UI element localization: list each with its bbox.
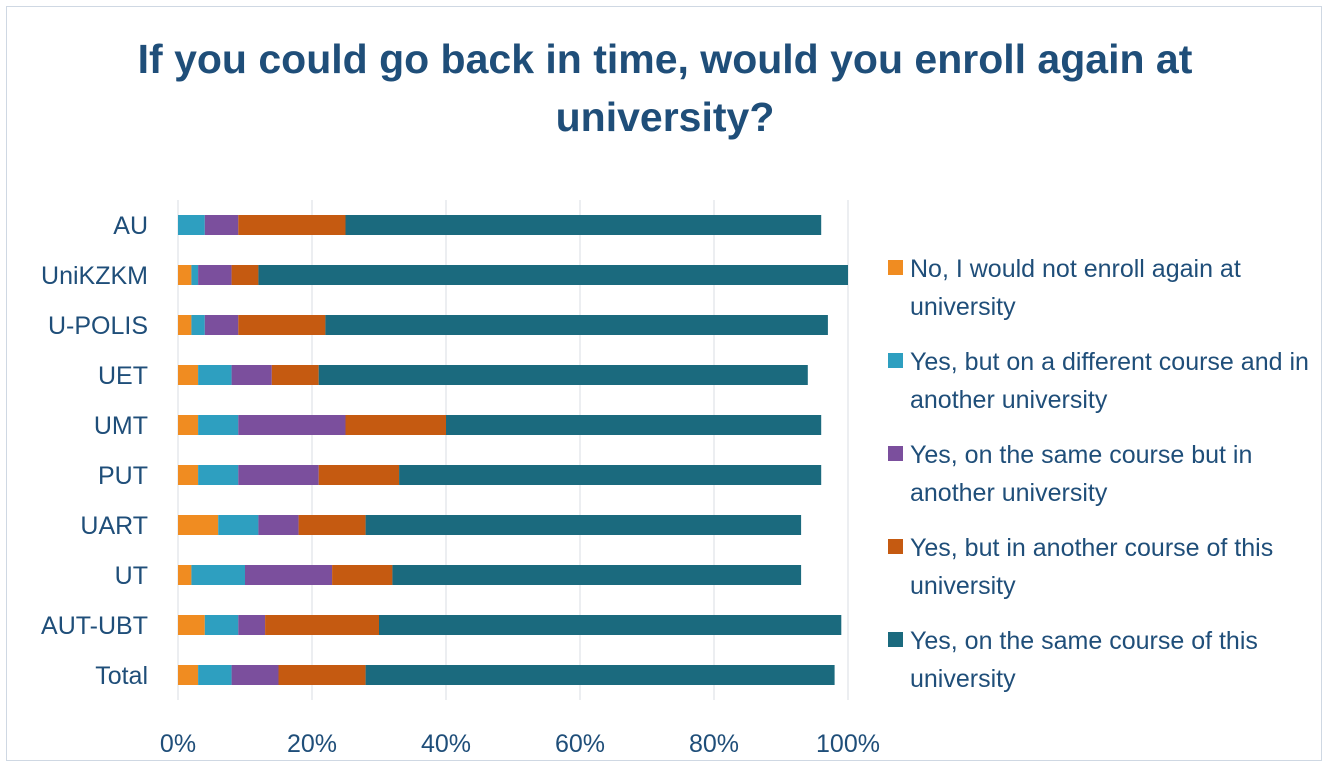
bar-segment <box>204 615 239 635</box>
chart-legend: No, I would not enroll again at universi… <box>888 250 1318 715</box>
bar-segment <box>238 615 266 635</box>
bar-segment <box>345 415 446 435</box>
bar-segment <box>178 565 192 585</box>
bar-segment <box>238 465 319 485</box>
x-tick-label: 100% <box>816 730 880 758</box>
bar-segment <box>258 515 299 535</box>
y-category-label: UET <box>98 362 148 390</box>
legend-swatch <box>888 260 903 275</box>
bar-segment <box>178 615 205 635</box>
bar-segment <box>231 365 272 385</box>
bar-segment <box>238 315 326 335</box>
bar-segment <box>446 415 822 435</box>
bar-segment <box>245 565 333 585</box>
y-category-label: UART <box>80 512 148 540</box>
bar-segment <box>365 665 835 685</box>
y-category-label: Total <box>95 662 148 690</box>
bar-segment <box>198 465 239 485</box>
bar-segment <box>191 565 245 585</box>
bar-segment <box>365 515 802 535</box>
bar-segment <box>271 365 319 385</box>
y-category-label: PUT <box>98 462 148 490</box>
legend-swatch <box>888 632 903 647</box>
bar-segment <box>218 515 259 535</box>
legend-item: Yes, but in another course of this unive… <box>888 529 1318 622</box>
x-tick-label: 0% <box>160 730 196 758</box>
bar-segment <box>204 315 239 335</box>
bar-segment <box>178 315 192 335</box>
bar-segment <box>332 565 393 585</box>
bar-segment <box>191 315 205 335</box>
x-tick-label: 80% <box>689 730 739 758</box>
bar-segment <box>178 515 219 535</box>
x-tick-label: 40% <box>421 730 471 758</box>
bar-segment <box>178 215 205 235</box>
legend-label: Yes, but in another course of this unive… <box>910 534 1274 600</box>
x-tick-label: 60% <box>555 730 605 758</box>
bar-segment <box>265 615 379 635</box>
y-category-label: AUT-UBT <box>41 612 148 640</box>
bar-segment <box>178 665 199 685</box>
bar-segment <box>198 665 232 685</box>
y-category-label: UniKZKM <box>41 262 148 290</box>
legend-swatch <box>888 539 903 554</box>
bar-segment <box>345 215 822 235</box>
legend-item: No, I would not enroll again at universi… <box>888 250 1318 343</box>
bar-segment <box>318 365 808 385</box>
y-category-label: U-POLIS <box>48 312 148 340</box>
bar-segment <box>191 265 199 285</box>
chart-title: If you could go back in time, would you … <box>137 36 1193 140</box>
bar-segment <box>278 665 366 685</box>
bar-segment <box>379 615 842 635</box>
legend-item: Yes, on the same course of this universi… <box>888 622 1318 715</box>
bar-segment <box>198 365 232 385</box>
bar-segment <box>198 265 232 285</box>
bar-segment <box>298 515 366 535</box>
bar-segment <box>238 415 346 435</box>
bar-segment <box>399 465 822 485</box>
bar-segment <box>178 365 199 385</box>
x-tick-label: 20% <box>287 730 337 758</box>
bar-segment <box>231 265 259 285</box>
legend-swatch <box>888 446 903 461</box>
bar-segment <box>392 565 802 585</box>
bar-segment <box>231 665 279 685</box>
y-category-label: UMT <box>94 412 148 440</box>
legend-item: Yes, on the same course but in another u… <box>888 436 1318 529</box>
y-category-label: UT <box>115 562 148 590</box>
bar-segment <box>198 415 239 435</box>
bar-segment <box>238 215 346 235</box>
bar-segment <box>178 465 199 485</box>
y-category-label: AU <box>113 212 148 240</box>
legend-label: Yes, on the same course but in another u… <box>910 441 1253 507</box>
bar-segment <box>178 415 199 435</box>
legend-label: Yes, but on a different course and in an… <box>910 348 1309 414</box>
bar-segment <box>325 315 828 335</box>
legend-label: Yes, on the same course of this universi… <box>910 627 1258 693</box>
bar-segment <box>204 215 239 235</box>
bar-segment <box>178 265 192 285</box>
bar-segment <box>258 265 848 285</box>
legend-swatch <box>888 353 903 368</box>
bar-segment <box>318 465 400 485</box>
legend-item: Yes, but on a different course and in an… <box>888 343 1318 436</box>
legend-label: No, I would not enroll again at universi… <box>910 255 1241 321</box>
